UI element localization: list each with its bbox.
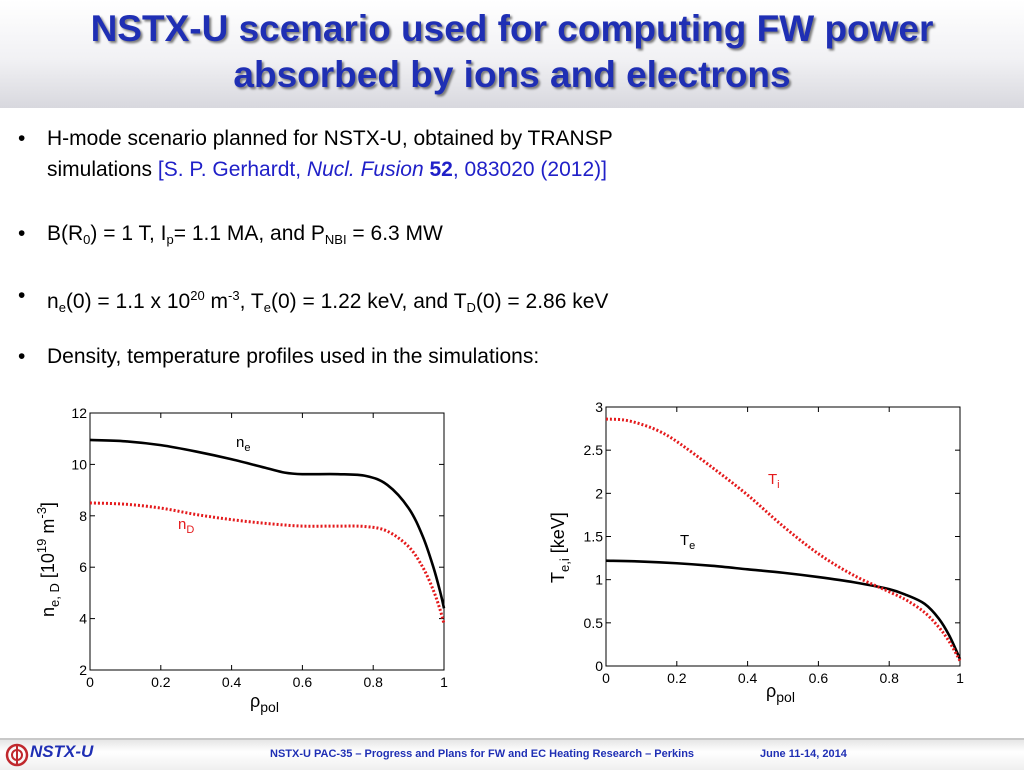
y-tick-label: 1 xyxy=(595,572,603,588)
b2-part3: = 1.1 MA, and P xyxy=(173,222,325,245)
y-tick-label: 12 xyxy=(71,405,87,421)
series-line-Ti xyxy=(605,417,962,662)
x-axis-label: ρpol xyxy=(250,691,279,715)
series-line-nD xyxy=(89,501,446,625)
y-tick-label: 2.5 xyxy=(584,442,604,458)
bullet-marker: • xyxy=(18,222,26,245)
label-Ti: Ti xyxy=(768,471,780,491)
nstx-logo-icon xyxy=(5,743,29,767)
b3-part2: (0) = 1.1 x 10 xyxy=(65,290,191,313)
footer-date: June 11-14, 2014 xyxy=(760,748,847,760)
b3-sub1: e xyxy=(58,300,66,315)
x-tick-label: 0.8 xyxy=(879,670,899,686)
b2-part4: = 6.3 MW xyxy=(346,222,443,245)
series-line-Te xyxy=(605,559,962,660)
slide-title-line1: NSTX-U scenario used for computing FW po… xyxy=(90,8,934,49)
b2-part2: ) = 1 T, I xyxy=(90,222,167,245)
y-tick-label: 4 xyxy=(79,611,87,627)
title-bar xyxy=(0,0,1024,108)
y-tick-label: 8 xyxy=(79,508,87,524)
y-axis-label: Te,i [keV] xyxy=(548,512,572,583)
x-tick-label: 0.2 xyxy=(667,670,687,686)
plot-frame xyxy=(89,412,445,671)
y-tick-label: 2 xyxy=(79,662,87,678)
y-tick-label: 2 xyxy=(595,485,603,501)
temperature-profile-chart: 0 0.2 0.4 0.6 0.8 100.511.522.53TiTeρpolTe,i … xyxy=(548,399,964,705)
citation-volume: 52 xyxy=(429,158,453,181)
b3-part4: , T xyxy=(239,290,264,313)
b3-part3: m xyxy=(204,290,229,313)
y-tick-label: 1.5 xyxy=(584,529,604,545)
x-tick-label: 0 xyxy=(86,674,94,690)
bullet-marker: • xyxy=(18,345,26,368)
plot-frame xyxy=(605,406,961,667)
x-tick-label: 0.4 xyxy=(738,670,758,686)
x-tick-label: 0.4 xyxy=(222,674,242,690)
slide-title-line2: absorbed by ions and electrons xyxy=(233,54,791,95)
citation-author: [S. P. Gerhardt, xyxy=(157,158,307,181)
y-tick-label: 3 xyxy=(595,399,603,415)
y-tick-label: 0 xyxy=(595,658,603,674)
b3-sub2: e xyxy=(263,300,271,315)
bullet-4-text: Density, temperature profiles used in th… xyxy=(47,345,540,368)
bullet-1-text: simulations xyxy=(47,158,158,181)
bullet-3-text: ne(0) = 1.1 x 1020 m-3, Te(0) = 1.22 keV… xyxy=(47,281,608,323)
bullet-2-text: B(R0) = 1 T, Ip= 1.1 MA, and PNBI = 6.3 … xyxy=(47,219,443,255)
series-line-ne xyxy=(89,438,446,609)
x-tick-label: 0.8 xyxy=(363,674,383,690)
y-tick-label: 10 xyxy=(71,456,87,472)
b3-part6: (0) = 2.86 keV xyxy=(475,290,609,313)
footer-logo-text: NSTX-U xyxy=(30,742,94,761)
footer: NSTX-U NSTX-U PAC-35 – Progress and Plan… xyxy=(0,738,1024,770)
x-tick-label: 0.6 xyxy=(293,674,313,690)
y-axis-label: ne, D [1019 m-3] xyxy=(34,502,62,617)
b3-part1: n xyxy=(47,290,59,313)
x-tick-label: 1 xyxy=(956,670,964,686)
b2-sub3: NBI xyxy=(324,232,347,247)
b3-sup2: -3 xyxy=(228,288,240,303)
y-tick-label: 0.5 xyxy=(584,615,604,631)
x-axis-label: ρpol xyxy=(766,681,795,705)
b2-sub2: p xyxy=(166,232,174,247)
b2-part1: B(R xyxy=(47,222,84,245)
x-tick-label: 0.6 xyxy=(809,670,829,686)
bullet-marker: • xyxy=(18,284,26,307)
bullet-1-line1: H-mode scenario planned for NSTX-U, obta… xyxy=(47,127,613,150)
citation-rest: , 083020 (2012)] xyxy=(452,158,607,181)
citation: [S. P. Gerhardt, Nucl. Fusion 52, 083020… xyxy=(158,158,607,181)
citation-journal: Nucl. Fusion xyxy=(306,158,424,181)
bullet-marker: • xyxy=(18,127,26,150)
x-tick-label: 0 xyxy=(602,670,610,686)
footer-text: NSTX-U PAC-35 – Progress and Plans for F… xyxy=(270,748,695,760)
b2-sub1: 0 xyxy=(83,232,91,247)
x-tick-label: 1 xyxy=(440,674,448,690)
slide-title: NSTX-U scenario used for computing FW po… xyxy=(0,6,1024,98)
y-tick-label: 6 xyxy=(79,559,87,575)
x-tick-label: 0.2 xyxy=(151,674,171,690)
b3-sup1: 20 xyxy=(190,288,205,303)
bullet-1-line2: simulations [S. P. Gerhardt, Nucl. Fusio… xyxy=(47,155,607,185)
b3-part5: (0) = 1.22 keV, and T xyxy=(270,290,467,313)
b3-sub3: D xyxy=(466,300,476,315)
